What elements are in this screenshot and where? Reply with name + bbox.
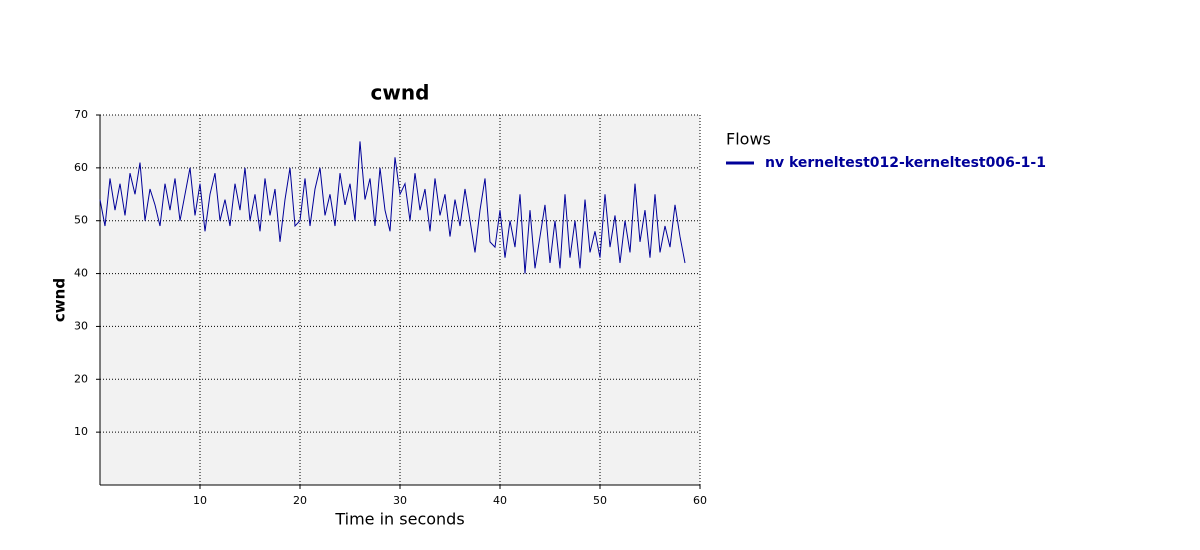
y-tick-label: 30 [74,319,88,332]
x-tick-label: 20 [293,494,307,507]
x-tick-label: 30 [393,494,407,507]
data-line [99,141,686,274]
x-tick-label: 60 [693,494,707,507]
x-tick-label: 10 [193,494,207,507]
y-tick-label: 50 [74,214,88,227]
y-tick-label: 40 [74,267,88,280]
plot-area [100,115,700,485]
y-tick-label: 10 [74,425,88,438]
x-tick-label: 40 [493,494,507,507]
chart-title: cwnd [371,81,430,105]
y-tick-label: 20 [74,372,88,385]
legend-label: nv kerneltest012-kerneltest006-1-1 [765,155,1046,171]
x-tick-label: 50 [593,494,607,507]
x-axis-label: Time in seconds [334,510,464,529]
y-tick-label: 70 [74,108,88,121]
y-axis-label: cwnd [51,278,69,322]
legend-title: Flows [726,130,771,149]
y-tick-label: 60 [74,161,88,174]
